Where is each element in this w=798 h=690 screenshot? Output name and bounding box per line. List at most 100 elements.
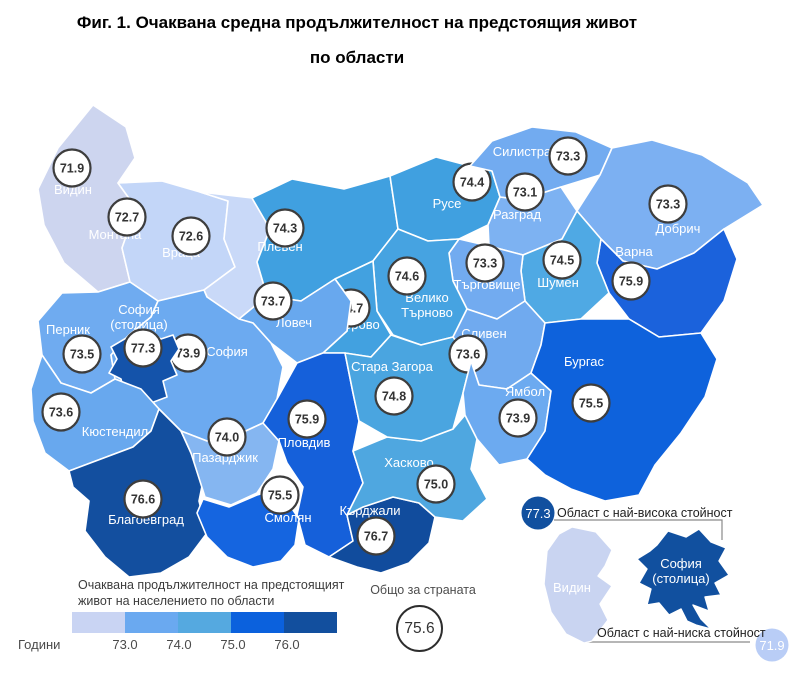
lowest-value-text: 71.9 [759,638,784,653]
inset-sofia-city-label: София (столица) [652,556,709,586]
region-value-badge: 74.6 [387,256,427,296]
region-haskovo: Хасково 75.0 [346,414,488,522]
figure-title-line1: Фиг. 1. Очаквана средна продължителност … [76,13,638,32]
legend-swatch [231,612,284,633]
value-badge-circle [287,399,327,439]
value-badge-circle [62,334,102,374]
region-name-label: Ямбол [505,384,545,399]
region-value-badge: 74.3 [265,208,305,248]
value-badge-text: 75.0 [424,478,448,492]
legend-tick-75: 75.0 [220,637,246,652]
value-badge-text: 74.5 [550,254,574,268]
value-badge-text: 71.9 [60,162,84,176]
region-value-badge: 75.9 [287,399,327,439]
region-name-label: Пловдив [278,435,331,450]
value-badge-circle [548,136,588,176]
value-badge-circle [387,256,427,296]
region-value-badge: 77.3 [123,328,163,368]
region-sofia-city: София (столица) 77.3 [108,302,180,404]
region-value-badge: 75.5 [260,475,300,515]
value-badge-circle [41,392,81,432]
value-badge-circle [465,243,505,283]
region-pernik: Перник 73.5 [37,281,159,394]
region-shape-burgas[interactable] [526,318,718,502]
inset-sofia-city-shape [636,528,730,630]
value-badge-text: 73.6 [49,406,73,420]
region-name-label: Варна [615,244,653,259]
region-value-badge: 72.7 [107,197,147,237]
value-badge-text: 74.8 [382,390,406,404]
region-value-badge: 73.3 [548,136,588,176]
value-badge-text: 76.6 [131,493,155,507]
legend-swatch [125,612,178,633]
value-badge-text: 73.5 [70,348,94,362]
region-name-label: Ловеч [276,315,312,330]
inset-vidin-shape [543,526,613,644]
legend-unit-label: Години [18,637,61,652]
region-name-label: Перник [46,322,90,337]
region-value-badge: 73.6 [41,392,81,432]
region-value-badge: 74.5 [542,240,582,280]
value-badge-text: 73.1 [513,186,537,200]
region-name-label: Шумен [537,275,579,290]
value-badge-circle [416,464,456,504]
value-badge-text: 73.6 [456,348,480,362]
region-name-label: София (столица) [110,302,167,332]
value-badge-text: 75.9 [619,275,643,289]
value-badge-circle [260,475,300,515]
region-name-label: Добрич [656,221,701,236]
region-pazardzhik: Пазарджик 74.0 [180,417,280,506]
value-badge-circle [171,216,211,256]
legend-swatch [178,612,231,633]
value-badge-text: 74.4 [460,176,484,190]
region-name-label: Търговище [454,277,521,292]
region-silistra: Силистра 73.3 [469,126,613,201]
value-badge-circle [107,197,147,237]
highest-value-badge [521,496,555,530]
value-badge-circle [571,383,611,423]
region-pleven: Плевен74.3 [251,175,399,302]
region-value-badge: 73.6 [448,334,488,374]
value-badge-circle [123,328,163,368]
region-value-badge: 75.0 [416,464,456,504]
value-badge-text: 75.5 [268,489,292,503]
value-badge-circle [356,516,396,556]
legend-title: Очаквана продължителност на предстоящият… [78,577,388,609]
value-badge-circle [498,398,538,438]
region-value-badge: 73.5 [62,334,102,374]
value-badge-text: 73.3 [656,198,680,212]
region-name-label: Бургас [564,354,605,369]
value-badge-circle [123,479,163,519]
legend-tick-76: 76.0 [274,637,300,652]
highest-callout-connector-line [554,519,723,540]
inset-sofia-city: София (столица) [636,528,730,630]
region-value-badge: 75.9 [611,261,651,301]
region-value-badge: 73.9 [498,398,538,438]
region-name-label: Видин [54,182,92,197]
region-value-badge: 76.6 [123,479,163,519]
region-name-label: Благоевград [108,512,184,527]
region-value-badge: 71.9 [52,148,92,188]
region-targovishte: Търговище 73.3 [448,238,526,320]
value-badge-circle [505,172,545,212]
value-badge-text: 72.7 [115,211,139,225]
highest-callout-label: Област с най-висока стойност [557,506,733,520]
region-shumen: Шумен 74.5 [520,210,610,324]
region-burgas: Бургас 75.5 [526,318,718,502]
lowest-callout-label: Област с най-ниска стойност [597,626,766,640]
value-badge-circle [374,376,414,416]
legend-color-band [72,612,337,633]
inset-vidin: Видин [543,526,613,644]
region-value-badge: 72.6 [171,216,211,256]
value-badge-text: 73.9 [176,347,200,361]
region-name-label: Хасково [384,455,433,470]
region-value-badge: 73.3 [465,243,505,283]
inset-vidin-label: Видин [553,580,591,595]
value-badge-text: 73.9 [506,412,530,426]
legend-title-line2: живот на населението по области [78,594,275,608]
region-dobrich: Добрич 73.3 [576,139,764,270]
regions-layer: Видин71.9Монтана72.7Враца72.6Плевен74.3Р… [30,104,764,578]
region-name-label: Русе [433,196,462,211]
